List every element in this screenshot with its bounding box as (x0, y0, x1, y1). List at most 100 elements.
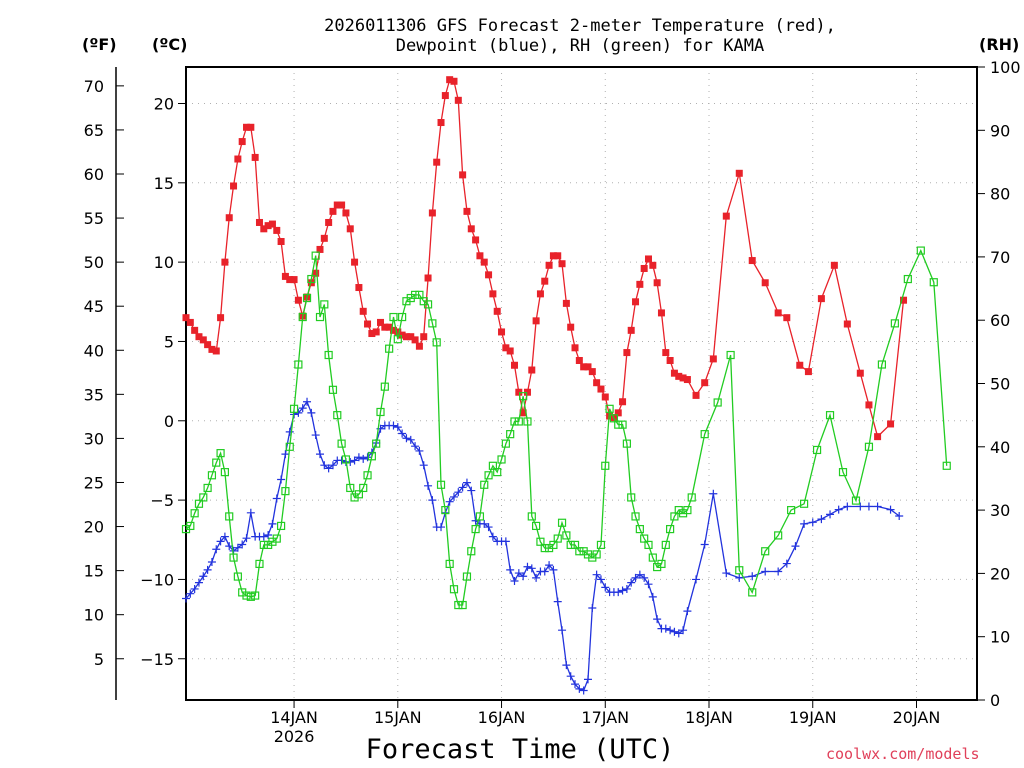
temperature-point (411, 336, 419, 344)
temperature-point (480, 258, 488, 266)
dewpoint-point (843, 502, 852, 511)
temperature-point (472, 236, 480, 244)
rh-point (596, 540, 606, 550)
dewpoint-point (277, 475, 286, 484)
rh-point (467, 547, 476, 556)
rh-point (432, 338, 441, 347)
temperature-point (856, 369, 864, 377)
dewpoint-point (419, 461, 428, 470)
rh-point (380, 382, 389, 391)
x-tick-sublabel: 2026 (274, 727, 315, 746)
temperature-point (653, 279, 661, 287)
rh-point (307, 274, 316, 284)
temperature-point (830, 261, 838, 269)
rh-point (661, 540, 670, 550)
temperature-point (424, 274, 432, 282)
dewpoint-point (614, 588, 623, 597)
dewpoint-point (579, 686, 588, 695)
dewpoint-point (661, 624, 670, 633)
rh-point (812, 445, 822, 455)
rh-point (385, 344, 394, 353)
chart-title-line1: 2026011306 GFS Forecast 2-meter Temperat… (324, 16, 836, 36)
fahrenheit-axis-label: (ºF) (82, 35, 117, 54)
fahrenheit-tick-label: 20 (84, 518, 104, 537)
temperature-point (186, 318, 194, 326)
dewpoint-point (545, 561, 554, 570)
temperature-point (523, 388, 531, 396)
rh-point (527, 512, 536, 521)
rh-point (203, 483, 212, 493)
rh-point (415, 290, 424, 299)
temperature-point (636, 280, 644, 288)
dewpoint-point (510, 577, 519, 586)
rh-point (666, 524, 675, 534)
celsius-tick-label: 0 (164, 412, 174, 431)
temperature-point (571, 344, 579, 352)
rh-point (622, 439, 631, 448)
rh-point (605, 404, 614, 413)
dewpoint-point (272, 494, 281, 503)
temperature-point (657, 309, 665, 317)
rh-point (657, 559, 666, 569)
dewpoint-point (212, 545, 221, 554)
dewpoint-point (462, 478, 471, 487)
rh-point (570, 540, 580, 550)
rh-point (480, 480, 489, 489)
fahrenheit-tick-label: 5 (94, 650, 104, 669)
dewpoint-point (354, 453, 363, 462)
temperature-point (389, 326, 397, 334)
dewpoint-point (298, 404, 307, 413)
dewpoint-point (328, 461, 337, 470)
temperature-point (342, 209, 350, 217)
celsius-tick-label: −10 (140, 570, 174, 589)
rh-point (389, 312, 398, 322)
dewpoint-point (285, 427, 294, 436)
rh-point (493, 468, 502, 477)
rh-point (333, 411, 342, 420)
temperature-point (238, 138, 246, 146)
dewpoint-point (311, 431, 320, 440)
dewpoint-point (709, 489, 718, 498)
dewpoint-point (826, 510, 835, 519)
temperature-point (463, 207, 471, 215)
temperature-point (506, 347, 514, 355)
dewpoint-point (233, 543, 242, 552)
temperature-point (748, 257, 756, 265)
temperature-point (549, 252, 557, 260)
temperature-point (446, 76, 454, 84)
temperature-point (364, 320, 372, 328)
dewpoint-point (540, 567, 549, 576)
temperature-point (286, 276, 294, 284)
rh-point (601, 461, 610, 470)
temperature-point (783, 314, 791, 322)
celsius-tick-label: −15 (140, 650, 174, 669)
temperature-point (593, 379, 601, 387)
rh-point (644, 540, 653, 550)
dewpoint-point (324, 464, 333, 473)
temperature-point (243, 123, 251, 131)
temperature-point (255, 218, 263, 226)
rh-tick-label: 50 (990, 375, 1010, 394)
rh-point (614, 420, 623, 429)
temperature-point (437, 119, 445, 127)
rh-point (618, 420, 627, 429)
dewpoint-point (264, 531, 273, 540)
temperature-point (545, 261, 553, 269)
temperature-point (467, 225, 475, 233)
rh-point (787, 506, 796, 515)
dewpoint-point (640, 573, 649, 582)
rh-tick-label: 60 (990, 311, 1010, 330)
dewpoint-point (562, 661, 571, 670)
plot-frame (185, 66, 978, 701)
rh-point (251, 591, 260, 600)
dewpoint-point (216, 537, 225, 546)
dewpoint-point (220, 532, 229, 541)
temperature-point (597, 385, 605, 393)
rh-point (186, 521, 195, 531)
dewpoint-point (359, 454, 368, 463)
x-tick-label: 19JAN (789, 708, 837, 727)
temperature-point (679, 374, 687, 382)
dewpoint-point (566, 672, 575, 681)
rh-point (825, 411, 835, 420)
temperature-point (817, 295, 825, 303)
